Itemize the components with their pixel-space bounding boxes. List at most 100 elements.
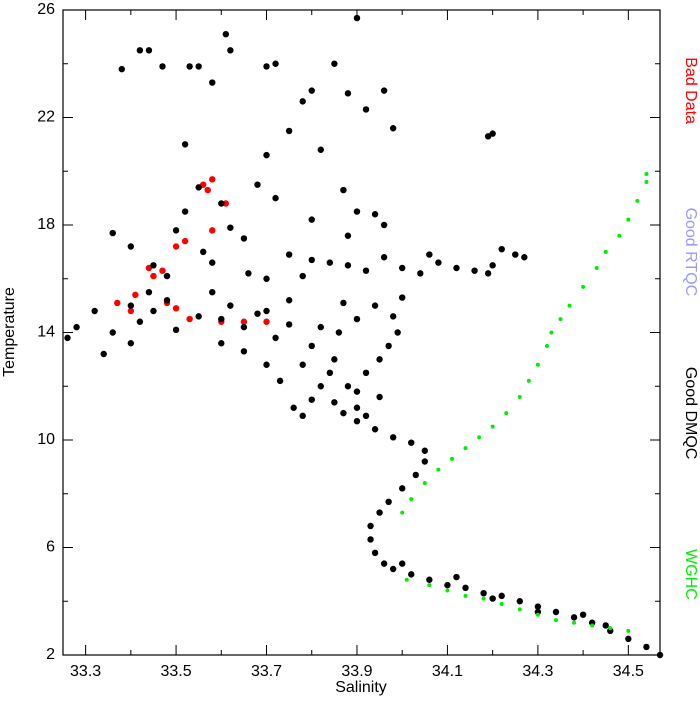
data-point <box>263 318 270 325</box>
x-axis-label: Salinity <box>335 679 387 696</box>
data-point <box>195 184 202 191</box>
data-point <box>489 130 496 137</box>
data-point <box>362 369 370 377</box>
data-point <box>484 270 492 277</box>
data-point <box>517 607 522 612</box>
data-point <box>427 583 432 588</box>
data-point <box>218 200 225 207</box>
data-point <box>209 227 216 234</box>
data-point <box>299 272 306 280</box>
data-point <box>254 181 261 188</box>
data-point <box>272 194 279 202</box>
data-point <box>435 259 442 266</box>
data-point <box>353 14 361 22</box>
data-point <box>308 87 315 94</box>
data-point <box>218 340 225 347</box>
data-point <box>240 323 248 331</box>
data-point <box>227 47 234 54</box>
data-point <box>263 151 270 159</box>
data-point <box>285 321 293 328</box>
data-point <box>389 125 397 132</box>
data-point <box>186 315 193 323</box>
data-point <box>127 340 135 347</box>
data-point <box>498 592 505 600</box>
data-point <box>317 323 324 331</box>
data-point <box>340 409 347 417</box>
data-point <box>463 593 468 598</box>
data-point <box>245 270 252 277</box>
y-tick-label: 18 <box>37 216 55 233</box>
data-point <box>331 60 338 67</box>
data-point <box>481 596 486 601</box>
data-point <box>344 262 352 269</box>
data-point <box>308 396 315 403</box>
data-point <box>399 485 406 492</box>
data-point <box>172 227 180 234</box>
data-point <box>453 573 460 581</box>
data-point <box>195 63 202 70</box>
data-point <box>567 303 572 308</box>
data-point <box>380 87 388 94</box>
data-point <box>376 356 383 363</box>
data-point <box>426 576 433 583</box>
data-point <box>163 272 171 280</box>
data-point <box>389 313 397 320</box>
data-point <box>263 307 270 315</box>
data-point <box>535 362 540 367</box>
data-point <box>285 251 293 258</box>
data-point <box>625 635 632 643</box>
data-point <box>380 254 388 261</box>
data-point <box>64 334 71 342</box>
data-point <box>558 317 563 322</box>
data-point <box>367 536 374 543</box>
data-point <box>218 315 225 323</box>
x-tick-label: 33.9 <box>341 663 372 680</box>
y-axis-label: Temperature <box>1 287 18 377</box>
data-point <box>172 243 180 250</box>
data-point <box>73 323 80 331</box>
data-point <box>263 63 270 70</box>
data-point <box>159 267 166 274</box>
legend-entry: Good DMQC <box>682 367 699 459</box>
data-point <box>644 180 649 184</box>
data-point <box>426 251 433 258</box>
data-point <box>512 251 519 258</box>
data-point <box>445 588 450 593</box>
data-point <box>490 424 495 429</box>
data-point <box>626 217 631 222</box>
data-point <box>535 612 540 617</box>
data-point <box>371 426 379 433</box>
legend-entry: Bad Data <box>682 57 699 124</box>
data-point <box>371 549 379 557</box>
data-point <box>516 598 523 605</box>
data-point <box>436 467 441 472</box>
data-point <box>626 628 631 633</box>
data-point <box>344 383 352 390</box>
data-point <box>617 233 622 238</box>
data-point <box>408 571 415 578</box>
data-point <box>317 146 324 153</box>
data-point <box>635 198 640 203</box>
data-point <box>209 79 216 86</box>
data-point <box>572 620 577 625</box>
data-point <box>118 65 125 73</box>
data-point <box>603 249 608 254</box>
data-point <box>444 581 451 589</box>
data-point <box>517 395 522 399</box>
data-point <box>222 200 230 207</box>
data-point <box>254 310 261 317</box>
data-point <box>240 348 248 355</box>
data-point <box>471 267 478 274</box>
data-point <box>376 509 383 516</box>
data-point <box>344 90 352 97</box>
data-point <box>421 458 429 465</box>
data-point <box>150 307 157 315</box>
data-point <box>353 315 361 323</box>
data-point <box>489 595 496 602</box>
data-point <box>376 393 383 401</box>
data-point <box>299 412 306 420</box>
data-point <box>362 412 370 420</box>
data-point <box>643 643 650 651</box>
data-point <box>534 603 542 610</box>
data-point <box>227 224 234 231</box>
